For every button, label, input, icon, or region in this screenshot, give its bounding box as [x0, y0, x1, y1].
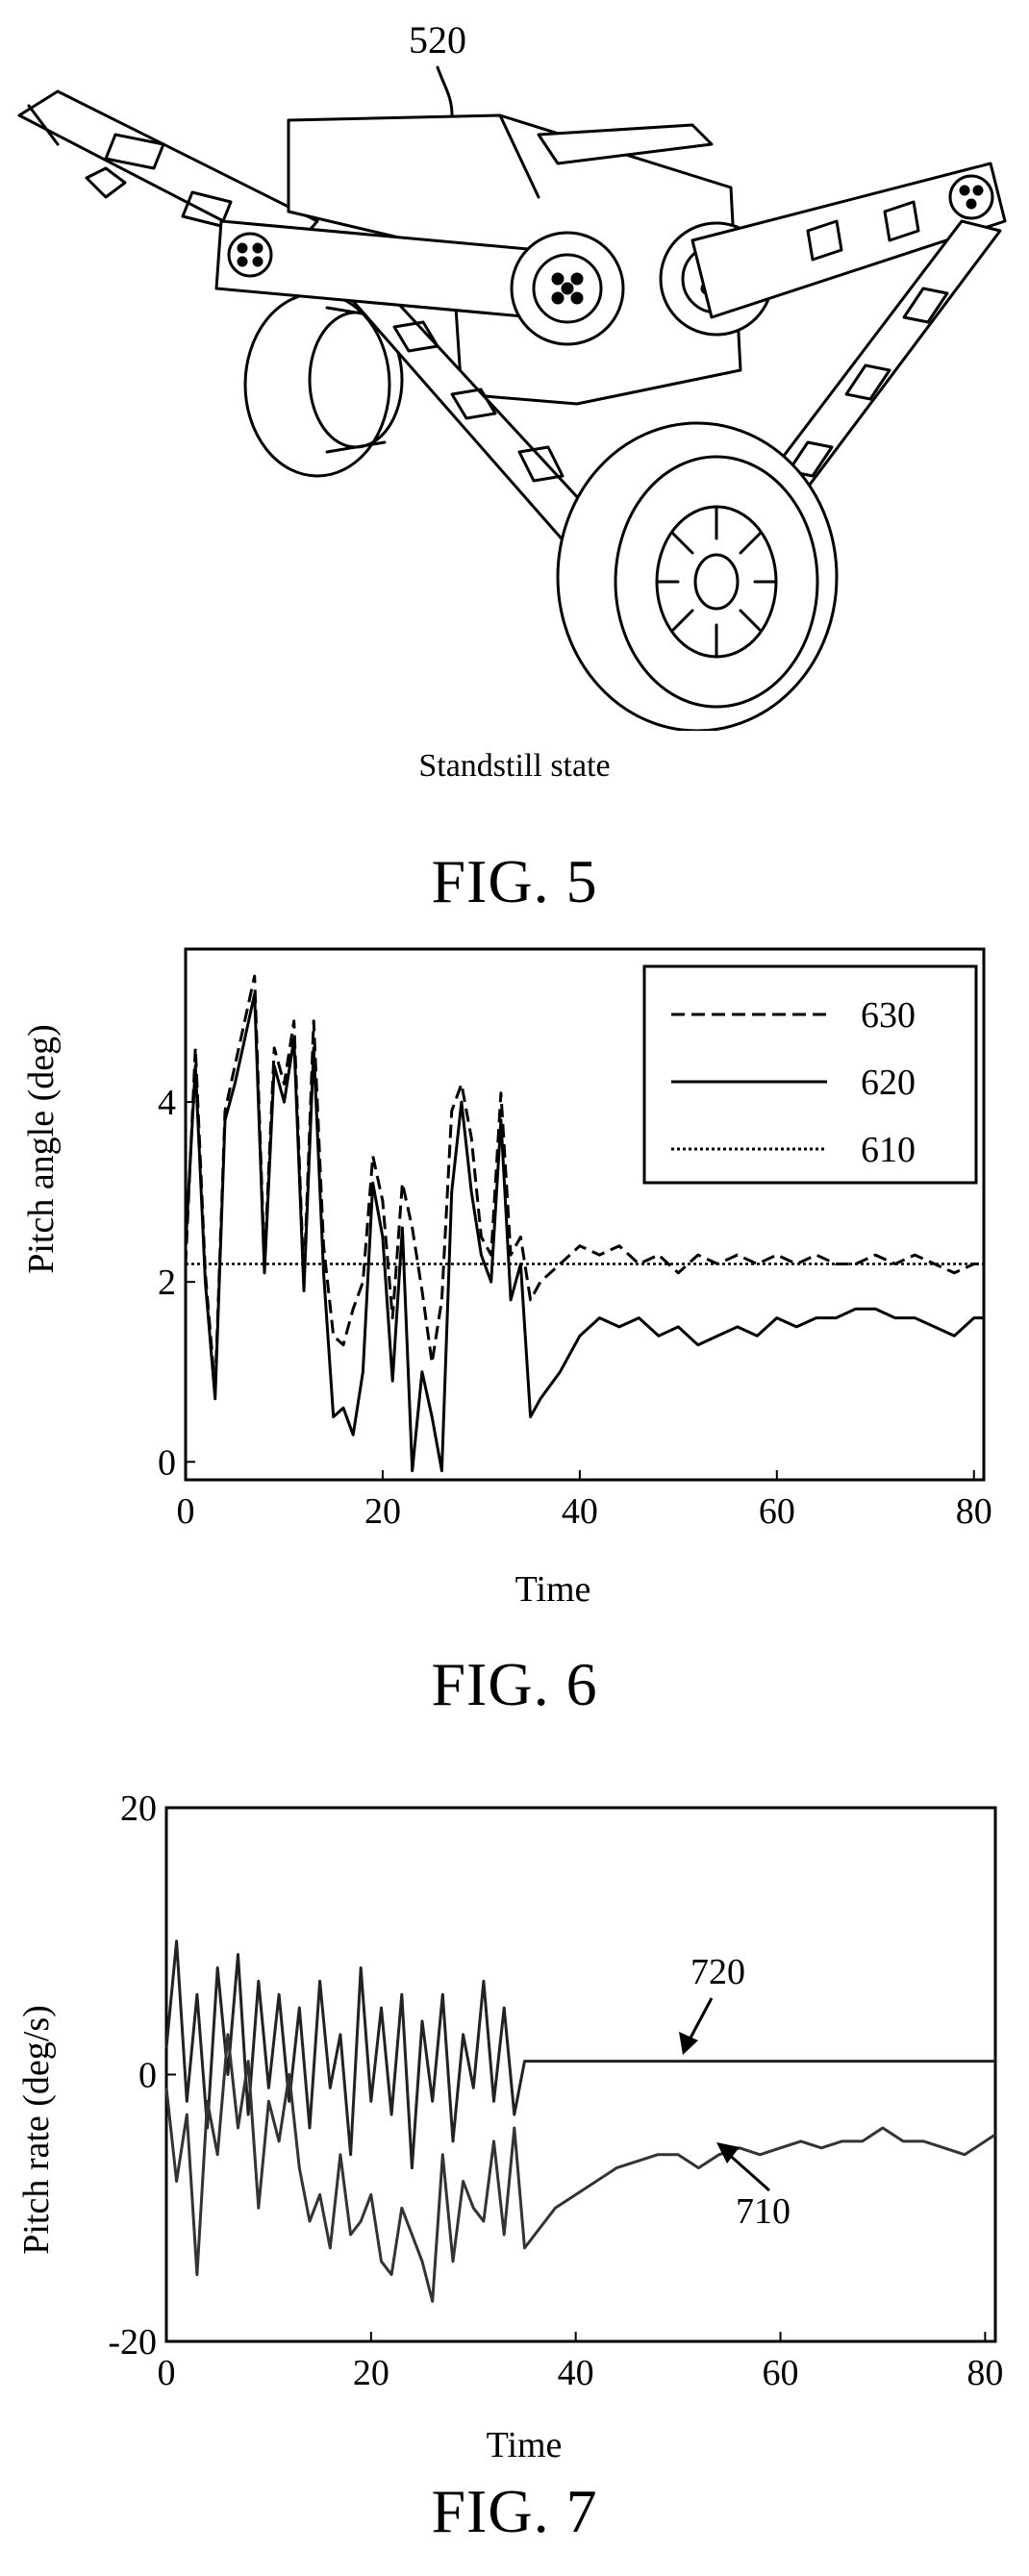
fig6-xlabel: Time: [515, 1569, 591, 1610]
fig7-arrow-710: [725, 2150, 770, 2192]
fig7-xtick-label: 80: [966, 2353, 1003, 2393]
fig6-xtick-label: 20: [364, 1491, 401, 1532]
fig7-arrowhead-720: [679, 2032, 698, 2055]
fig7-series-710-line: [164, 2033, 996, 2303]
fig6-series-630-line: [184, 974, 984, 1391]
fig7-xtick-label: 40: [558, 2353, 594, 2393]
fig7-xtick-label: 60: [763, 2353, 799, 2393]
fig7-ytick-label: -20: [108, 2322, 157, 2363]
left-wheel: [243, 291, 391, 478]
fig7-arrow-720: [686, 1997, 714, 2044]
fig6-legend: [642, 964, 978, 1185]
fig6-series-620-line: [184, 992, 984, 1473]
fig7-ytick-label: 0: [138, 2056, 157, 2096]
fig7-xtick-label: 20: [353, 2353, 389, 2393]
robot-illustration: [17, 65, 1007, 731]
fig7-ylabel: Pitch rate (deg/s): [16, 2005, 57, 2255]
right-arm: [690, 162, 1007, 319]
fig6-legend-label-620: 620: [861, 1063, 916, 1103]
fig7-xlabel: Time: [487, 2425, 563, 2462]
fig6-caption: FIG. 6: [431, 1650, 598, 1718]
left-upper-link: [17, 89, 319, 257]
fig7-xtick-label: 0: [158, 2353, 176, 2393]
fig7-annotation-710: 710: [736, 2191, 791, 2232]
fig6-xtick-label: 80: [956, 1491, 992, 1532]
fig6-ylabel: Pitch angle (deg): [21, 1024, 62, 1274]
fig6-legend-label-610: 610: [861, 1130, 916, 1170]
fig6-plot-frame: [184, 947, 986, 1482]
fig6-ytick-label: 0: [158, 1442, 176, 1483]
ref-leader-line: [436, 65, 454, 117]
fig5-caption: FIG. 5: [431, 847, 598, 915]
fig5-subtitle: Standstill state: [418, 748, 611, 784]
fig5-ref-label: 520: [409, 18, 466, 62]
fig7-caption: FIG. 7: [431, 2477, 598, 2545]
fig7-ytick-label: 20: [120, 1788, 157, 1829]
fig6-xtick-label: 40: [562, 1491, 598, 1532]
fig7-annotation-720: 720: [690, 1952, 745, 1992]
fig6-xtick-label: 60: [759, 1491, 795, 1532]
fig6-ytick-label: 2: [158, 1263, 176, 1303]
fig5-figure: 520: [0, 0, 1029, 933]
fig6-ytick-label: 4: [158, 1083, 176, 1123]
fig6-legend-label-630: 630: [861, 995, 916, 1036]
fig7-series-720-line: [164, 1939, 995, 2170]
fig7-arrowhead-710: [716, 2142, 740, 2163]
fig6-xtick-label: 0: [177, 1491, 195, 1532]
